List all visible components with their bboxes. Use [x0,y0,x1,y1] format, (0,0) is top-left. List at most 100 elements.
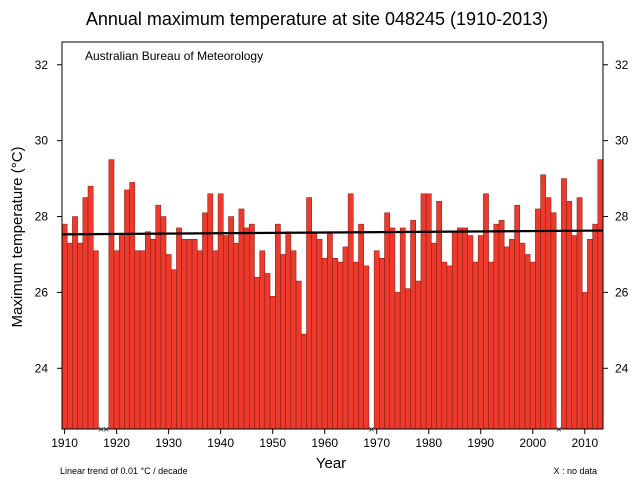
x-axis-label: Year [316,455,346,472]
missing-marker: × [556,424,562,436]
bar [181,239,188,430]
bar [118,235,125,430]
bar [337,261,344,430]
missing-marker: × [98,424,104,436]
bar [254,276,260,430]
x-axis: 1910 1920 1930 1940 1950 1960 1970 1980 1990 2000… [51,429,598,450]
x-tick-label: 1960 [311,436,338,450]
chart-title: Annual maximum temperature at site 04824… [86,9,548,29]
bar [519,242,526,430]
bar [155,204,162,430]
bar [134,250,141,430]
bar [405,288,411,430]
bar [327,231,333,430]
bar [264,273,271,430]
bar [259,250,266,430]
trend-note: Linear trend of 0.01 °C / decade [60,466,188,476]
bar [410,220,416,430]
y-tick-label-right: 26 [615,285,629,299]
bar [113,250,120,430]
bar [566,201,573,430]
bar [576,197,583,430]
bar [441,261,448,430]
x-tick-label: 1970 [363,436,390,450]
x-tick-label: 1910 [51,436,78,450]
plot-frame [61,41,604,430]
bar [129,182,136,430]
bar [363,265,370,430]
bar [535,208,541,430]
bar [597,159,604,430]
bar [571,235,578,430]
bar [295,280,302,430]
bar [353,261,359,430]
bar [472,261,479,430]
bar [212,250,219,430]
y-tick-label-right: 24 [615,361,629,375]
y-tick-label-right: 32 [615,58,629,72]
bar [197,250,203,430]
bar [587,239,593,430]
x-tick-label: 1920 [103,436,130,450]
bar [108,159,115,430]
bar [202,212,208,430]
plot-area: 24 24 26 26 28 28 30 30 32 32 1910 1920 1930 1940 195… [35,41,629,450]
bar [477,235,484,430]
bar [87,185,94,430]
missing-markers: ×× × × [98,424,562,436]
bar [316,239,323,430]
x-tick-label: 1990 [467,436,494,450]
bar [301,333,307,430]
bar [488,261,495,430]
bar [384,212,390,430]
bar [561,178,567,430]
x-tick-label: 1980 [415,436,442,450]
bar [61,223,68,430]
bar [498,220,505,430]
bars [61,159,604,430]
bar [139,250,146,430]
x-tick-label: 1930 [155,436,182,450]
y-tick-label-right: 30 [615,134,629,148]
bar [176,227,182,430]
bar [186,239,193,430]
bar [431,242,437,430]
x-tick-label: 1940 [207,436,234,450]
bar [457,227,463,430]
bar [446,265,453,430]
y-axis-label: Maximum temperature (°C) [9,146,26,327]
bar [321,258,328,430]
bar [207,193,214,430]
y-tick-label-right: 28 [615,210,629,224]
bar [394,292,401,430]
x-tick-label: 2010 [571,436,598,450]
bar [285,231,292,430]
bar [415,280,422,430]
missing-note: X : no data [553,466,597,476]
bar [399,227,406,430]
bar [72,216,78,430]
bar [509,239,515,430]
y-tick-label-left: 30 [35,134,49,148]
bar [249,223,255,430]
y-tick-label-left: 26 [35,285,49,299]
bar [467,235,474,430]
trend-line [61,229,604,236]
bar [269,295,276,430]
missing-marker: × [368,424,374,436]
bar [420,193,427,430]
bar [165,254,172,430]
bar [545,197,552,430]
bar [529,261,536,430]
bar [191,239,198,430]
bar [160,216,167,430]
y-tick-label-left: 32 [35,58,49,72]
bar [425,193,432,430]
bar [389,227,396,430]
bar [332,258,338,430]
bar [342,246,349,430]
bar [77,242,84,430]
bar [379,258,385,430]
missing-marker: × [103,424,109,436]
